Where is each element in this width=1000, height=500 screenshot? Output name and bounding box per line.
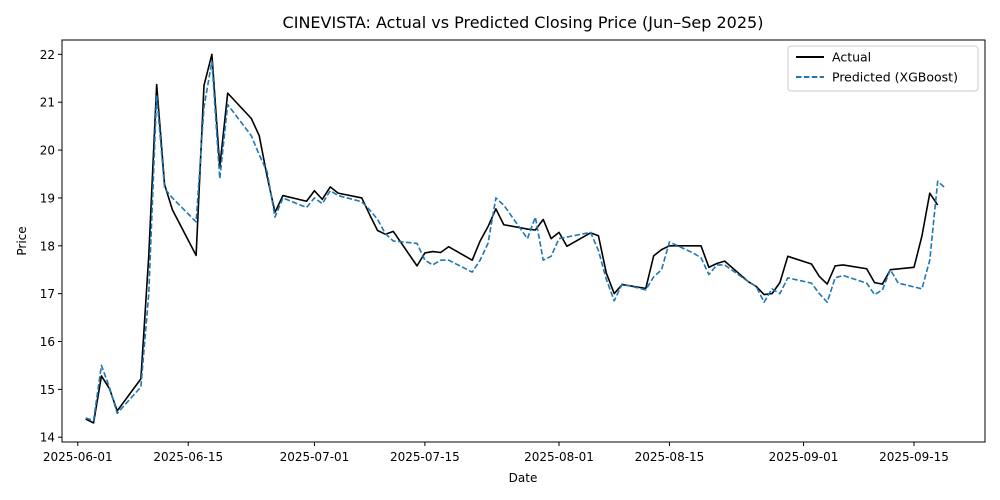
series-line-actual: [85, 53, 939, 424]
legend-label-predicted: Predicted (XGBoost): [832, 70, 958, 85]
y-tick-label: 18: [40, 239, 55, 253]
y-tick-label: 21: [40, 96, 55, 110]
legend-box: [787, 45, 979, 92]
plot-area: [85, 53, 947, 424]
axes-frame: [61, 39, 986, 443]
y-axis-label: Price: [15, 226, 29, 255]
y-axis: 14 15 16 17 18 19 20 21 22: [40, 48, 62, 445]
y-tick-label: 15: [40, 383, 55, 397]
x-tick-label: 2025-06-01: [43, 450, 113, 464]
y-tick-label: 17: [40, 287, 55, 301]
x-tick-label: 2025-08-15: [635, 450, 705, 464]
y-tick-label: 20: [40, 144, 55, 158]
y-tick-label: 22: [40, 48, 55, 62]
x-axis: 2025-06-01 2025-06-15 2025-07-01 2025-07-15…: [43, 442, 949, 464]
legend: Actual Predicted (XGBoost): [787, 45, 979, 92]
y-tick-label: 16: [40, 335, 55, 349]
x-tick-label: 2025-09-01: [769, 450, 839, 464]
x-tick-label: 2025-06-15: [153, 450, 223, 464]
series-line-predicted: [85, 60, 947, 422]
x-tick-label: 2025-07-01: [280, 450, 350, 464]
x-tick-label: 2025-09-15: [879, 450, 949, 464]
x-tick-label: 2025-07-15: [390, 450, 460, 464]
chart-title: CINEVISTA: Actual vs Predicted Closing P…: [283, 13, 764, 32]
legend-label-actual: Actual: [832, 50, 871, 65]
x-tick-label: 2025-08-01: [524, 450, 594, 464]
y-tick-label: 14: [40, 431, 55, 445]
y-tick-label: 19: [40, 191, 55, 205]
x-axis-label: Date: [509, 471, 538, 485]
